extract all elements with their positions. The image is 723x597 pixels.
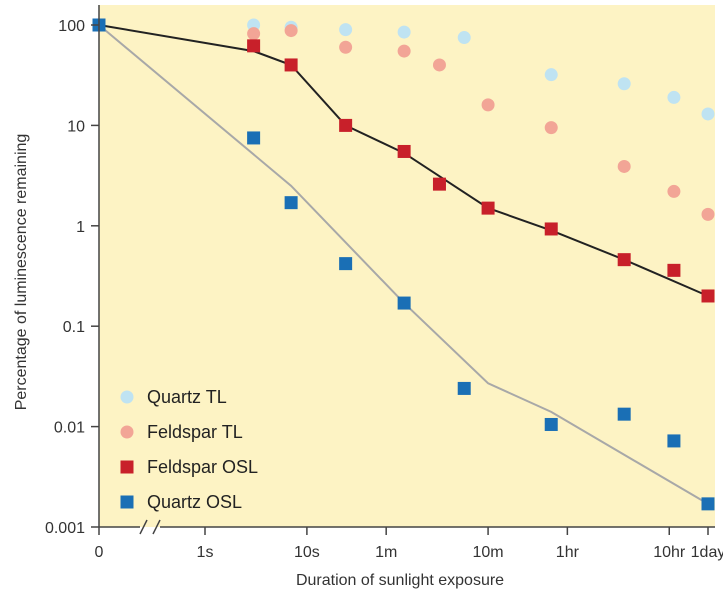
y-tick-label-1: 10 xyxy=(67,118,85,135)
y-tick-label-0: 100 xyxy=(58,18,85,35)
legend-label-quartz-osl: Quartz OSL xyxy=(147,492,242,512)
y-axis-title: Percentage of luminescence remaining xyxy=(13,134,30,411)
tick-marks: 100 10 1 0.1 0.01 0.001 0 1s 10s 1m 10m 1hr 10hr 1day xyxy=(45,18,723,561)
x-tick-label-5: 1hr xyxy=(556,544,580,561)
axes xyxy=(98,5,715,535)
axis-break-mark-2 xyxy=(152,519,161,535)
quartz-tl-point-4 xyxy=(397,25,411,39)
feldspar-osl-point-4 xyxy=(397,144,411,158)
x-tick-label-1: 1s xyxy=(197,544,214,561)
legend-label-quartz-tl: Quartz TL xyxy=(147,387,227,407)
quartz-tl-point-9 xyxy=(701,107,715,121)
quartz-osl-point-2 xyxy=(284,196,298,210)
quartz-tl-point-7 xyxy=(617,77,631,91)
x-tick-label-3: 1m xyxy=(375,544,397,561)
feldspar-tl-point-10 xyxy=(701,207,715,221)
y-tick-label-4: 0.01 xyxy=(54,420,85,437)
quartz-tl-point-6 xyxy=(544,68,558,82)
feldspar-osl-point-7 xyxy=(544,222,558,236)
feldspar-tl-point-5 xyxy=(432,58,446,72)
quartz-tl-point-3 xyxy=(339,23,353,37)
x-axis-title: Duration of sunlight exposure xyxy=(296,572,504,589)
legend: Quartz TL Feldspar TL Feldspar OSL Quartz O… xyxy=(120,387,258,512)
quartz-osl-point-6 xyxy=(544,417,558,431)
plot-background xyxy=(99,5,715,527)
quartz-tl-point-5 xyxy=(457,31,471,45)
quartz-osl-point-5 xyxy=(457,381,471,395)
feldspar-tl-point-3 xyxy=(339,40,353,54)
quartz-osl-point-9 xyxy=(701,497,715,511)
x-tick-label-0: 0 xyxy=(95,544,104,561)
feldspar-osl-point-1 xyxy=(247,39,261,53)
y-tick-label-5: 0.001 xyxy=(45,520,85,537)
legend-marker-feldspar-osl xyxy=(120,460,134,474)
feldspar-tl-point-6 xyxy=(481,98,495,112)
quartz-osl-point-1 xyxy=(247,131,261,145)
quartz-osl-point-4 xyxy=(397,296,411,310)
legend-label-feldspar-tl: Feldspar TL xyxy=(147,422,243,442)
x-tick-label-6: 10hr xyxy=(653,544,686,561)
x-tick-label-7: 1day xyxy=(691,544,723,561)
feldspar-osl-point-8 xyxy=(617,253,631,267)
feldspar-osl-point-6 xyxy=(481,201,495,215)
quartz-osl-point-8 xyxy=(667,434,681,448)
quartz-osl-fit-line xyxy=(98,24,709,505)
feldspar-osl-point-9 xyxy=(667,263,681,277)
quartz-osl-point-7 xyxy=(617,407,631,421)
feldspar-tl-point-2 xyxy=(284,24,298,38)
feldspar-osl-point-3 xyxy=(339,118,353,132)
quartz-tl-point-8 xyxy=(667,90,681,104)
legend-marker-quartz-tl xyxy=(120,390,134,404)
feldspar-osl-point-10 xyxy=(701,289,715,303)
y-tick-label-2: 1 xyxy=(76,219,85,236)
feldspar-tl-point-1 xyxy=(247,27,261,41)
feldspar-osl-point-2 xyxy=(284,58,298,72)
legend-marker-feldspar-tl xyxy=(120,425,134,439)
feldspar-tl-point-7 xyxy=(544,121,558,135)
feldspar-tl-point-8 xyxy=(617,159,631,173)
feldspar-tl-point-9 xyxy=(667,184,681,198)
legend-label-feldspar-osl: Feldspar OSL xyxy=(147,457,258,477)
y-tick-label-3: 0.1 xyxy=(63,319,85,336)
legend-marker-quartz-osl xyxy=(120,495,134,509)
axis-break-mark-1 xyxy=(139,519,148,535)
quartz-osl-point-3 xyxy=(339,257,353,271)
feldspar-tl-point-4 xyxy=(397,44,411,58)
x-tick-label-4: 10m xyxy=(473,544,504,561)
x-tick-label-2: 10s xyxy=(294,544,320,561)
feldspar-osl-point-5 xyxy=(432,177,446,191)
